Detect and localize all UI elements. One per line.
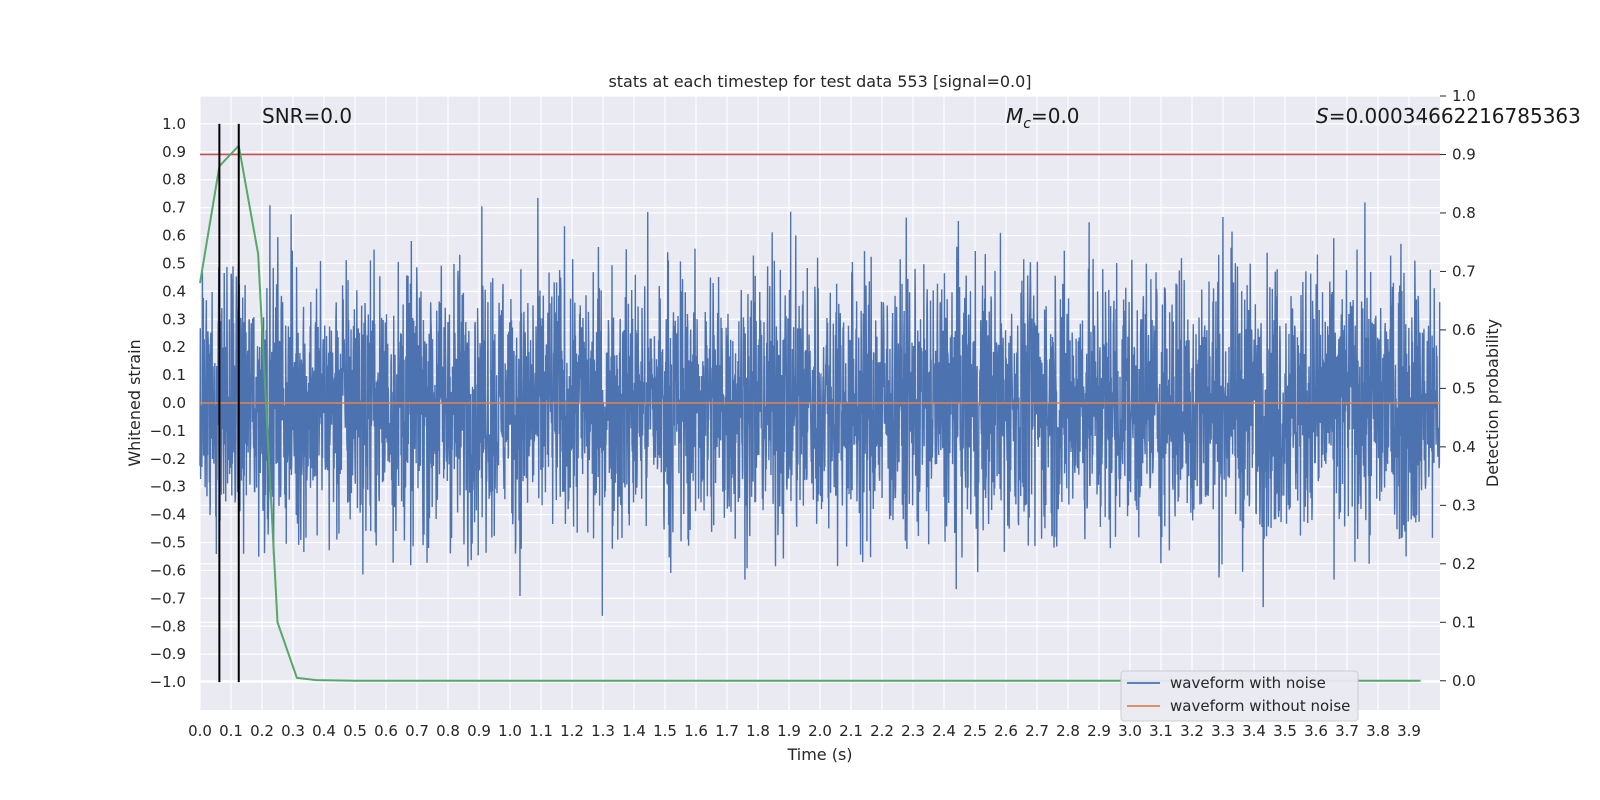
x-tick-label: 1.4 [622, 722, 646, 740]
x-tick-label: 3.1 [1149, 722, 1173, 740]
x-tick-label: 2.6 [994, 722, 1018, 740]
legend-label-waveform-with-noise: waveform with noise [1170, 674, 1326, 692]
y-tick-label: 0.2 [162, 338, 186, 356]
y-right-tick-label: 0.3 [1452, 496, 1476, 514]
x-tick-label: 3.0 [1118, 722, 1142, 740]
x-tick-label: 2.2 [870, 722, 894, 740]
s-value: =0.00034662216785363 [1329, 104, 1581, 128]
x-tick-label: 3.9 [1397, 722, 1421, 740]
y-tick-labels: 1.0 0.9 0.8 0.7 0.6 0.5 0.4 0.3 0.2 0.1 0.0 −0.1 −0.… [150, 115, 186, 691]
y-tick-label: 0.1 [162, 366, 186, 384]
x-tick-label: 0.4 [312, 722, 336, 740]
x-tick-label: 2.1 [839, 722, 863, 740]
chirp-mass-value: =0.0 [1031, 104, 1080, 128]
x-tick-label: 1.0 [498, 722, 522, 740]
y-right-tick-label: 0.9 [1452, 145, 1476, 163]
x-tick-label: 1.9 [777, 722, 801, 740]
y-right-tick-label: 0.0 [1452, 672, 1476, 690]
x-tick-label: 3.8 [1366, 722, 1390, 740]
probability-line [199, 143, 1421, 682]
x-tick-label: 2.5 [963, 722, 987, 740]
x-tick-label: 0.1 [219, 722, 243, 740]
y-right-axis-label: Detection probability [1483, 319, 1502, 487]
y-tick-label: 0.3 [162, 310, 186, 328]
x-tick-label: 3.2 [1180, 722, 1204, 740]
x-tick-label: 0.3 [281, 722, 305, 740]
x-tick-label: 2.8 [1056, 722, 1080, 740]
y-tick-label: −0.9 [150, 645, 186, 663]
y-tick-label: 0.8 [162, 171, 186, 189]
x-tick-label: 3.4 [1242, 722, 1266, 740]
x-tick-label: 3.3 [1211, 722, 1235, 740]
x-tick-label: 0.8 [436, 722, 460, 740]
x-tick-label: 1.8 [746, 722, 770, 740]
s-annotation: S=0.00034662216785363 [1316, 104, 1581, 128]
y-right-tick-label: 0.8 [1452, 204, 1476, 222]
x-tick-label: 0.0 [188, 722, 212, 740]
x-tick-label: 0.5 [343, 722, 367, 740]
x-tick-label: 1.5 [653, 722, 677, 740]
y-right-tick-label: 0.1 [1452, 613, 1476, 631]
y-right-tick-label: 0.4 [1452, 438, 1476, 456]
x-tick-label: 1.6 [684, 722, 708, 740]
x-axis-label: Time (s) [786, 745, 852, 764]
chirp-mass-annotation: Mc=0.0 [1006, 104, 1080, 132]
y-tick-label: −0.7 [150, 589, 186, 607]
y-tick-label: −0.6 [150, 561, 186, 579]
y-tick-label: 0.7 [162, 199, 186, 217]
x-tick-label: 3.5 [1273, 722, 1297, 740]
x-tick-label: 2.0 [808, 722, 832, 740]
y-right-tick-label: 0.2 [1452, 555, 1476, 573]
legend: waveform with noise waveform without noi… [1120, 670, 1359, 722]
x-tick-label: 1.1 [529, 722, 553, 740]
x-tick-label: 3.6 [1304, 722, 1328, 740]
y-axis-label: Whitened strain [125, 339, 144, 466]
chirp-mass-symbol: M [1006, 104, 1023, 128]
y-right-tick-label: 0.6 [1452, 321, 1476, 339]
x-tick-label: 2.4 [932, 722, 956, 740]
x-tick-label: 2.7 [1025, 722, 1049, 740]
y-tick-label: −0.4 [150, 506, 186, 524]
y-tick-label: −0.2 [150, 450, 186, 468]
x-tick-label: 1.2 [560, 722, 584, 740]
y-tick-label: −0.5 [150, 534, 186, 552]
chirp-mass-subscript: c [1023, 116, 1031, 132]
y-tick-label: −0.8 [150, 617, 186, 635]
y-tick-label: 0.4 [162, 282, 186, 300]
x-tick-label: 0.6 [374, 722, 398, 740]
x-tick-label: 2.3 [901, 722, 925, 740]
x-tick-label: 2.9 [1087, 722, 1111, 740]
y-tick-label: 0.0 [162, 394, 186, 412]
y-tick-label: −1.0 [150, 673, 186, 691]
y-tick-label: −0.3 [150, 478, 186, 496]
vertical-markers [218, 123, 240, 683]
s-symbol: S [1316, 104, 1329, 128]
y-tick-label: 1.0 [162, 115, 186, 133]
y-right-tick-label: 0.7 [1452, 262, 1476, 280]
noise-line [199, 197, 1441, 616]
x-tick-label: 0.9 [467, 722, 491, 740]
legend-box [1120, 670, 1359, 722]
x-tick-labels: 0.0 0.1 0.2 0.3 0.4 0.5 0.6 0.7 0.8 0.9 1.0 1.1 1.2 1… [188, 722, 1421, 740]
x-tick-label: 3.7 [1335, 722, 1359, 740]
series-detection-probability [199, 143, 1421, 682]
y-tick-label: 0.6 [162, 227, 186, 245]
series-waveform-with-noise [199, 197, 1441, 616]
chart-title: stats at each timestep for test data 553… [608, 72, 1031, 91]
snr-annotation: SNR=0.0 [262, 104, 352, 128]
y-tick-label: −0.1 [150, 422, 186, 440]
y-tick-label: 0.5 [162, 254, 186, 272]
x-tick-label: 0.7 [405, 722, 429, 740]
legend-label-waveform-without-noise: waveform without noise [1170, 697, 1350, 715]
x-tick-label: 1.3 [591, 722, 615, 740]
x-tick-label: 1.7 [715, 722, 739, 740]
y-right-tick-label: 1.0 [1452, 87, 1476, 105]
x-tick-label: 0.2 [250, 722, 274, 740]
y-tick-label: 0.9 [162, 143, 186, 161]
y-right-tick-labels: 1.0 0.9 0.8 0.7 0.6 0.5 0.4 0.3 0.2 0.1 0.0 [1440, 87, 1476, 690]
y-right-tick-label: 0.5 [1452, 379, 1476, 397]
